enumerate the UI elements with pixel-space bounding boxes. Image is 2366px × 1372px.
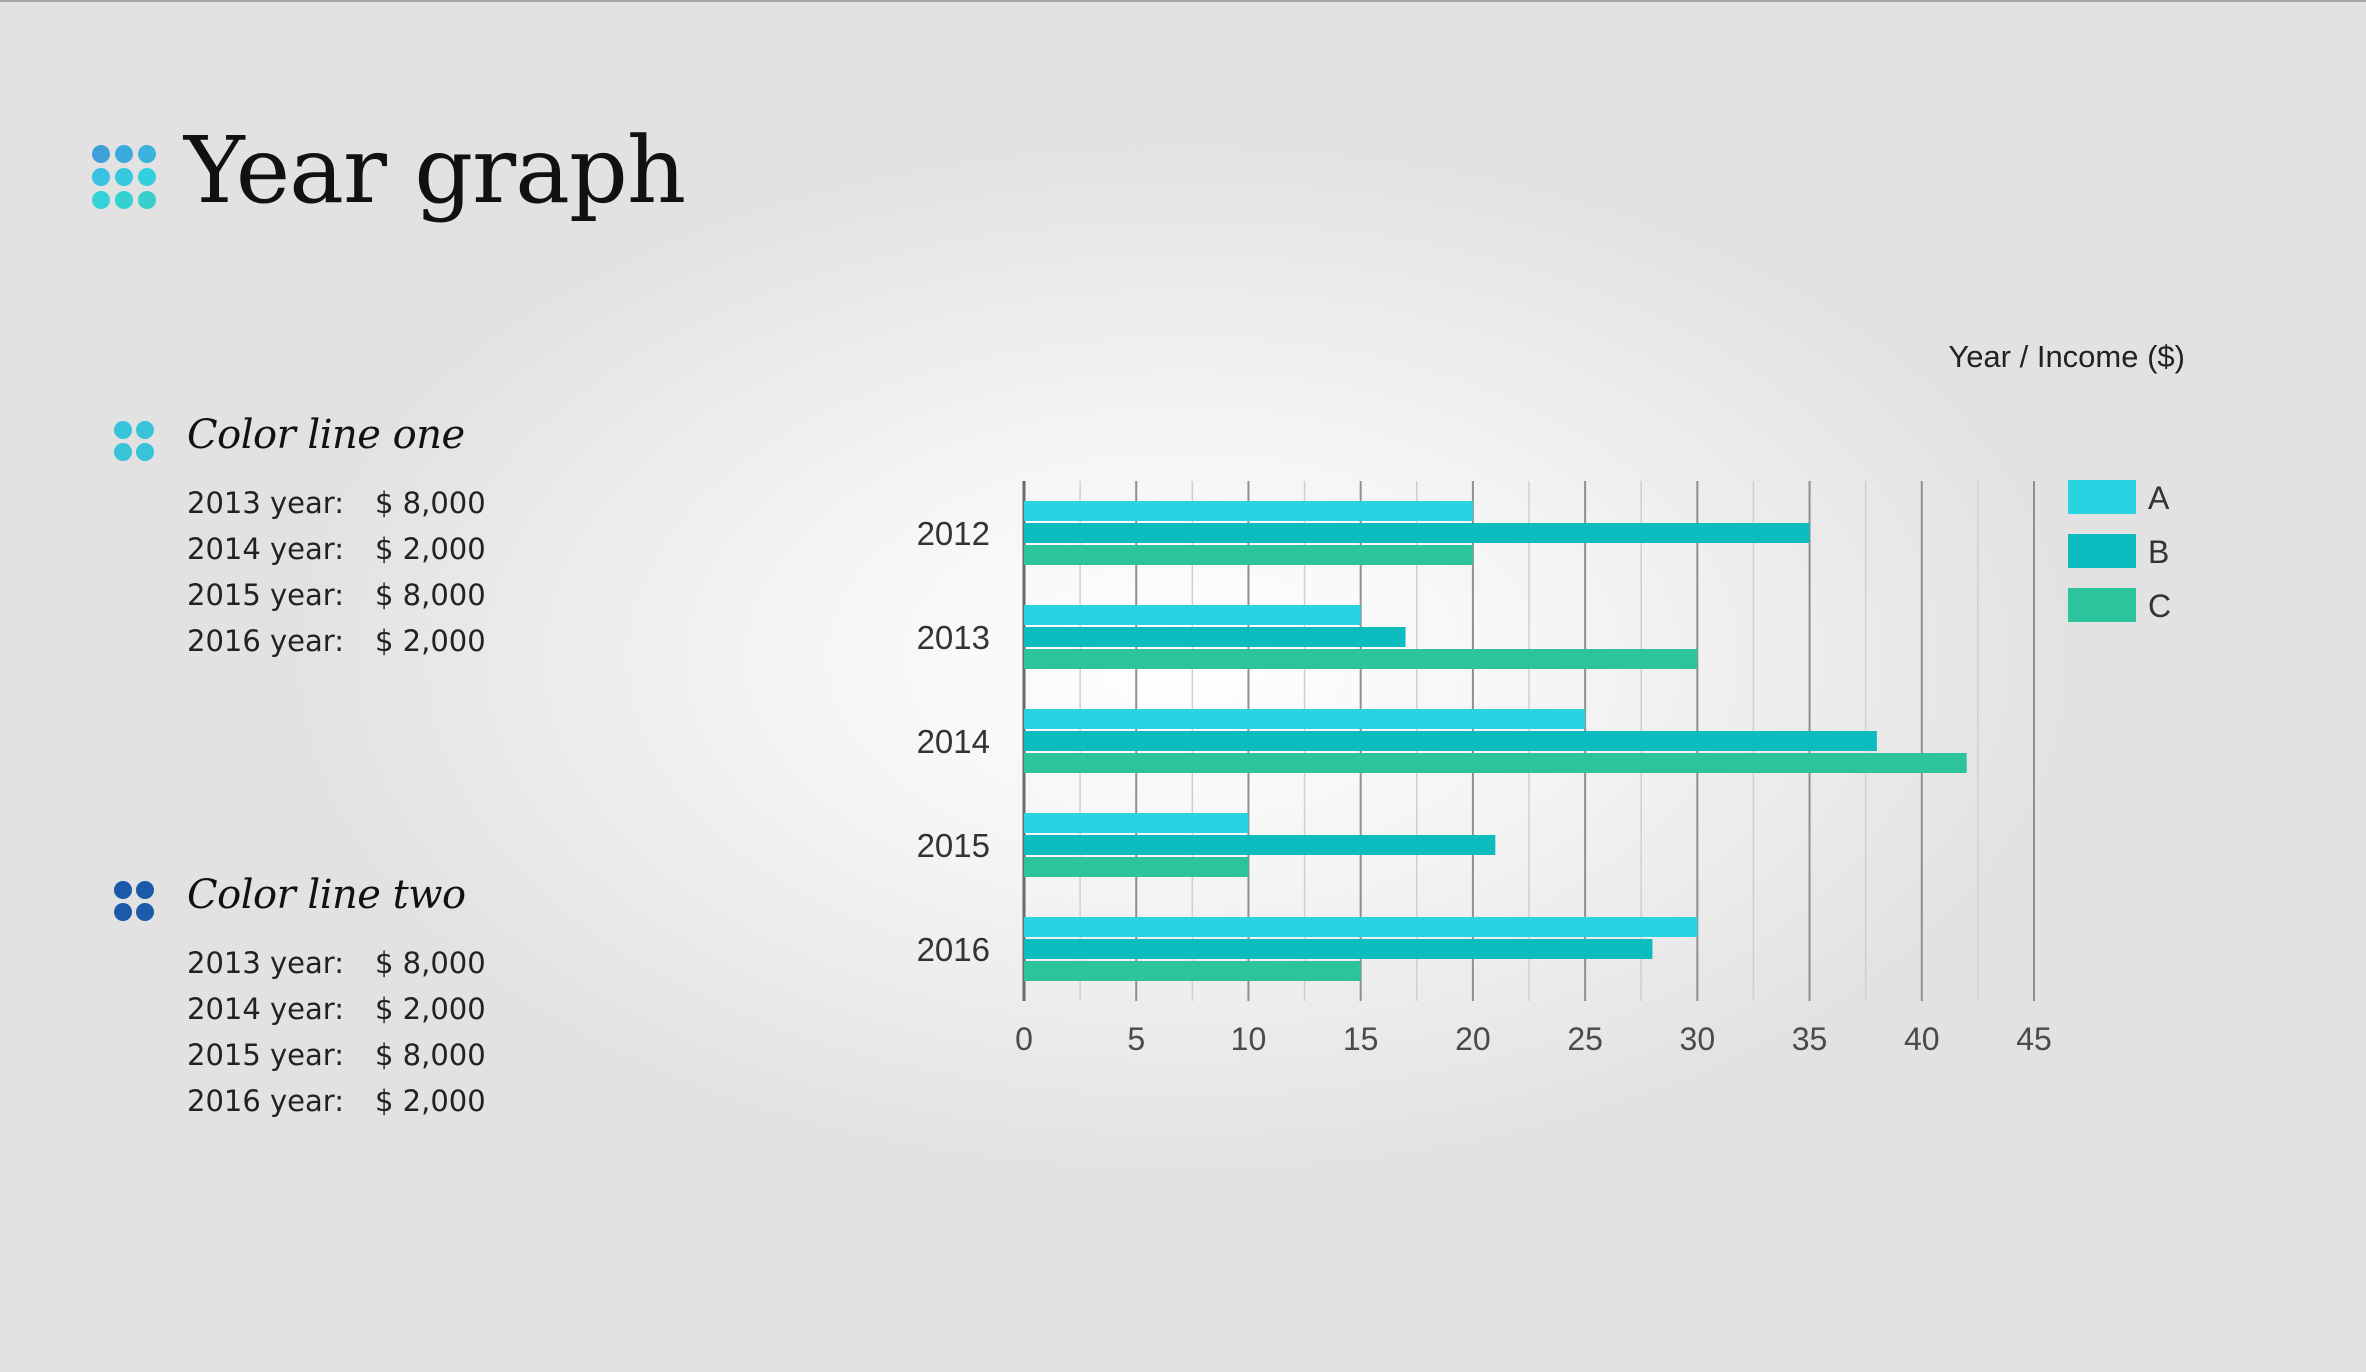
x-tick-label: 20 <box>1455 1021 1491 1057</box>
year-label: 2013 year: <box>187 486 344 520</box>
dot <box>136 881 154 899</box>
amount-value: $ 2,000 <box>375 532 486 566</box>
legend-label: B <box>2148 534 2169 570</box>
year-label: 2014 year: <box>187 992 344 1026</box>
dot <box>136 421 154 439</box>
list-item: 2013 year: $ 8,000 <box>187 940 486 986</box>
year-amount-list: 2013 year: $ 8,000 2014 year: $ 2,000 2015… <box>187 480 486 664</box>
x-tick-label: 30 <box>1680 1021 1716 1057</box>
bar-c-2016 <box>1024 961 1361 981</box>
amount-value: $ 8,000 <box>375 1038 486 1072</box>
y-category-label: 2013 <box>917 619 990 656</box>
bar-b-2013 <box>1024 627 1406 647</box>
dot <box>136 903 154 921</box>
four-dots-icon <box>110 877 154 921</box>
year-label: 2013 year: <box>187 946 344 980</box>
bar-a-2016 <box>1024 917 1698 937</box>
y-category-label: 2016 <box>917 931 990 968</box>
x-tick-label: 45 <box>2016 1021 2052 1057</box>
bar-b-2014 <box>1024 731 1877 751</box>
legend-swatch-a <box>2068 480 2136 514</box>
bar-c-2014 <box>1024 753 1967 773</box>
list-item: 2015 year: $ 8,000 <box>187 572 486 618</box>
amount-value: $ 8,000 <box>375 946 486 980</box>
y-category-label: 2012 <box>917 515 990 552</box>
year-amount-list: 2013 year: $ 8,000 2014 year: $ 2,000 2015… <box>187 940 486 1124</box>
list-item: 2016 year: $ 2,000 <box>187 618 486 664</box>
amount-value: $ 8,000 <box>375 486 486 520</box>
y-category-label: 2015 <box>917 827 990 864</box>
bar-a-2014 <box>1024 709 1586 729</box>
bar-b-2012 <box>1024 523 1810 543</box>
list-item: 2013 year: $ 8,000 <box>187 480 486 526</box>
x-tick-label: 0 <box>1015 1021 1033 1057</box>
legend-swatch-b <box>2068 534 2136 568</box>
list-item: 2014 year: $ 2,000 <box>187 526 486 572</box>
dot <box>115 191 133 209</box>
year-label: 2016 year: <box>187 624 344 658</box>
section-color-line-two: Color line two 2013 year: $ 8,000 2014 ye… <box>110 865 570 1135</box>
dot <box>114 881 132 899</box>
legend-label: C <box>2148 588 2171 624</box>
x-tick-label: 25 <box>1567 1021 1603 1057</box>
section-title: Color line two <box>187 872 466 918</box>
dot <box>115 168 133 186</box>
legend-swatch-c <box>2068 588 2136 622</box>
dot <box>138 191 156 209</box>
dot <box>138 145 156 163</box>
bar-b-2015 <box>1024 835 1496 855</box>
x-tick-label: 15 <box>1343 1021 1379 1057</box>
page-title: Year graph <box>184 117 686 224</box>
bar-a-2012 <box>1024 501 1473 521</box>
amount-value: $ 2,000 <box>375 1084 486 1118</box>
list-item: 2016 year: $ 2,000 <box>187 1078 486 1124</box>
dot <box>114 443 132 461</box>
bar-c-2015 <box>1024 857 1249 877</box>
x-tick-label: 10 <box>1231 1021 1267 1057</box>
bars-layer <box>1024 501 1967 981</box>
amount-value: $ 2,000 <box>375 992 486 1026</box>
legend-label: A <box>2148 480 2170 516</box>
section-color-line-one: Color line one 2013 year: $ 8,000 2014 ye… <box>110 405 570 675</box>
amount-value: $ 2,000 <box>375 624 486 658</box>
year-label: 2014 year: <box>187 532 344 566</box>
dot <box>115 145 133 163</box>
year-label: 2016 year: <box>187 1084 344 1118</box>
dot <box>92 145 110 163</box>
dot <box>92 168 110 186</box>
dot <box>136 443 154 461</box>
year-label: 2015 year: <box>187 1038 344 1072</box>
section-title: Color line one <box>187 412 465 458</box>
list-item: 2015 year: $ 8,000 <box>187 1032 486 1078</box>
bar-c-2013 <box>1024 649 1698 669</box>
year-label: 2015 year: <box>187 578 344 612</box>
dot <box>114 421 132 439</box>
top-rule <box>0 0 2366 2</box>
bar-a-2015 <box>1024 813 1249 833</box>
dot <box>114 903 132 921</box>
axis-layer: 0 5 10 15 20 25 30 35 40 45 2012 2013 2014 2015 2016 <box>917 515 2052 1057</box>
dot <box>138 168 156 186</box>
bar-c-2012 <box>1024 545 1473 565</box>
bar-a-2013 <box>1024 605 1361 625</box>
x-tick-label: 40 <box>1904 1021 1940 1057</box>
bar-b-2016 <box>1024 939 1653 959</box>
amount-value: $ 8,000 <box>375 578 486 612</box>
chart-legend: ABC <box>2068 480 2171 624</box>
dot <box>92 191 110 209</box>
x-tick-label: 35 <box>1792 1021 1828 1057</box>
list-item: 2014 year: $ 2,000 <box>187 986 486 1032</box>
nine-dots-icon <box>92 145 162 215</box>
y-category-label: 2014 <box>917 723 990 760</box>
chart-title: Year / Income ($) <box>1948 339 2185 374</box>
x-tick-label: 5 <box>1127 1021 1145 1057</box>
four-dots-icon <box>110 417 154 461</box>
